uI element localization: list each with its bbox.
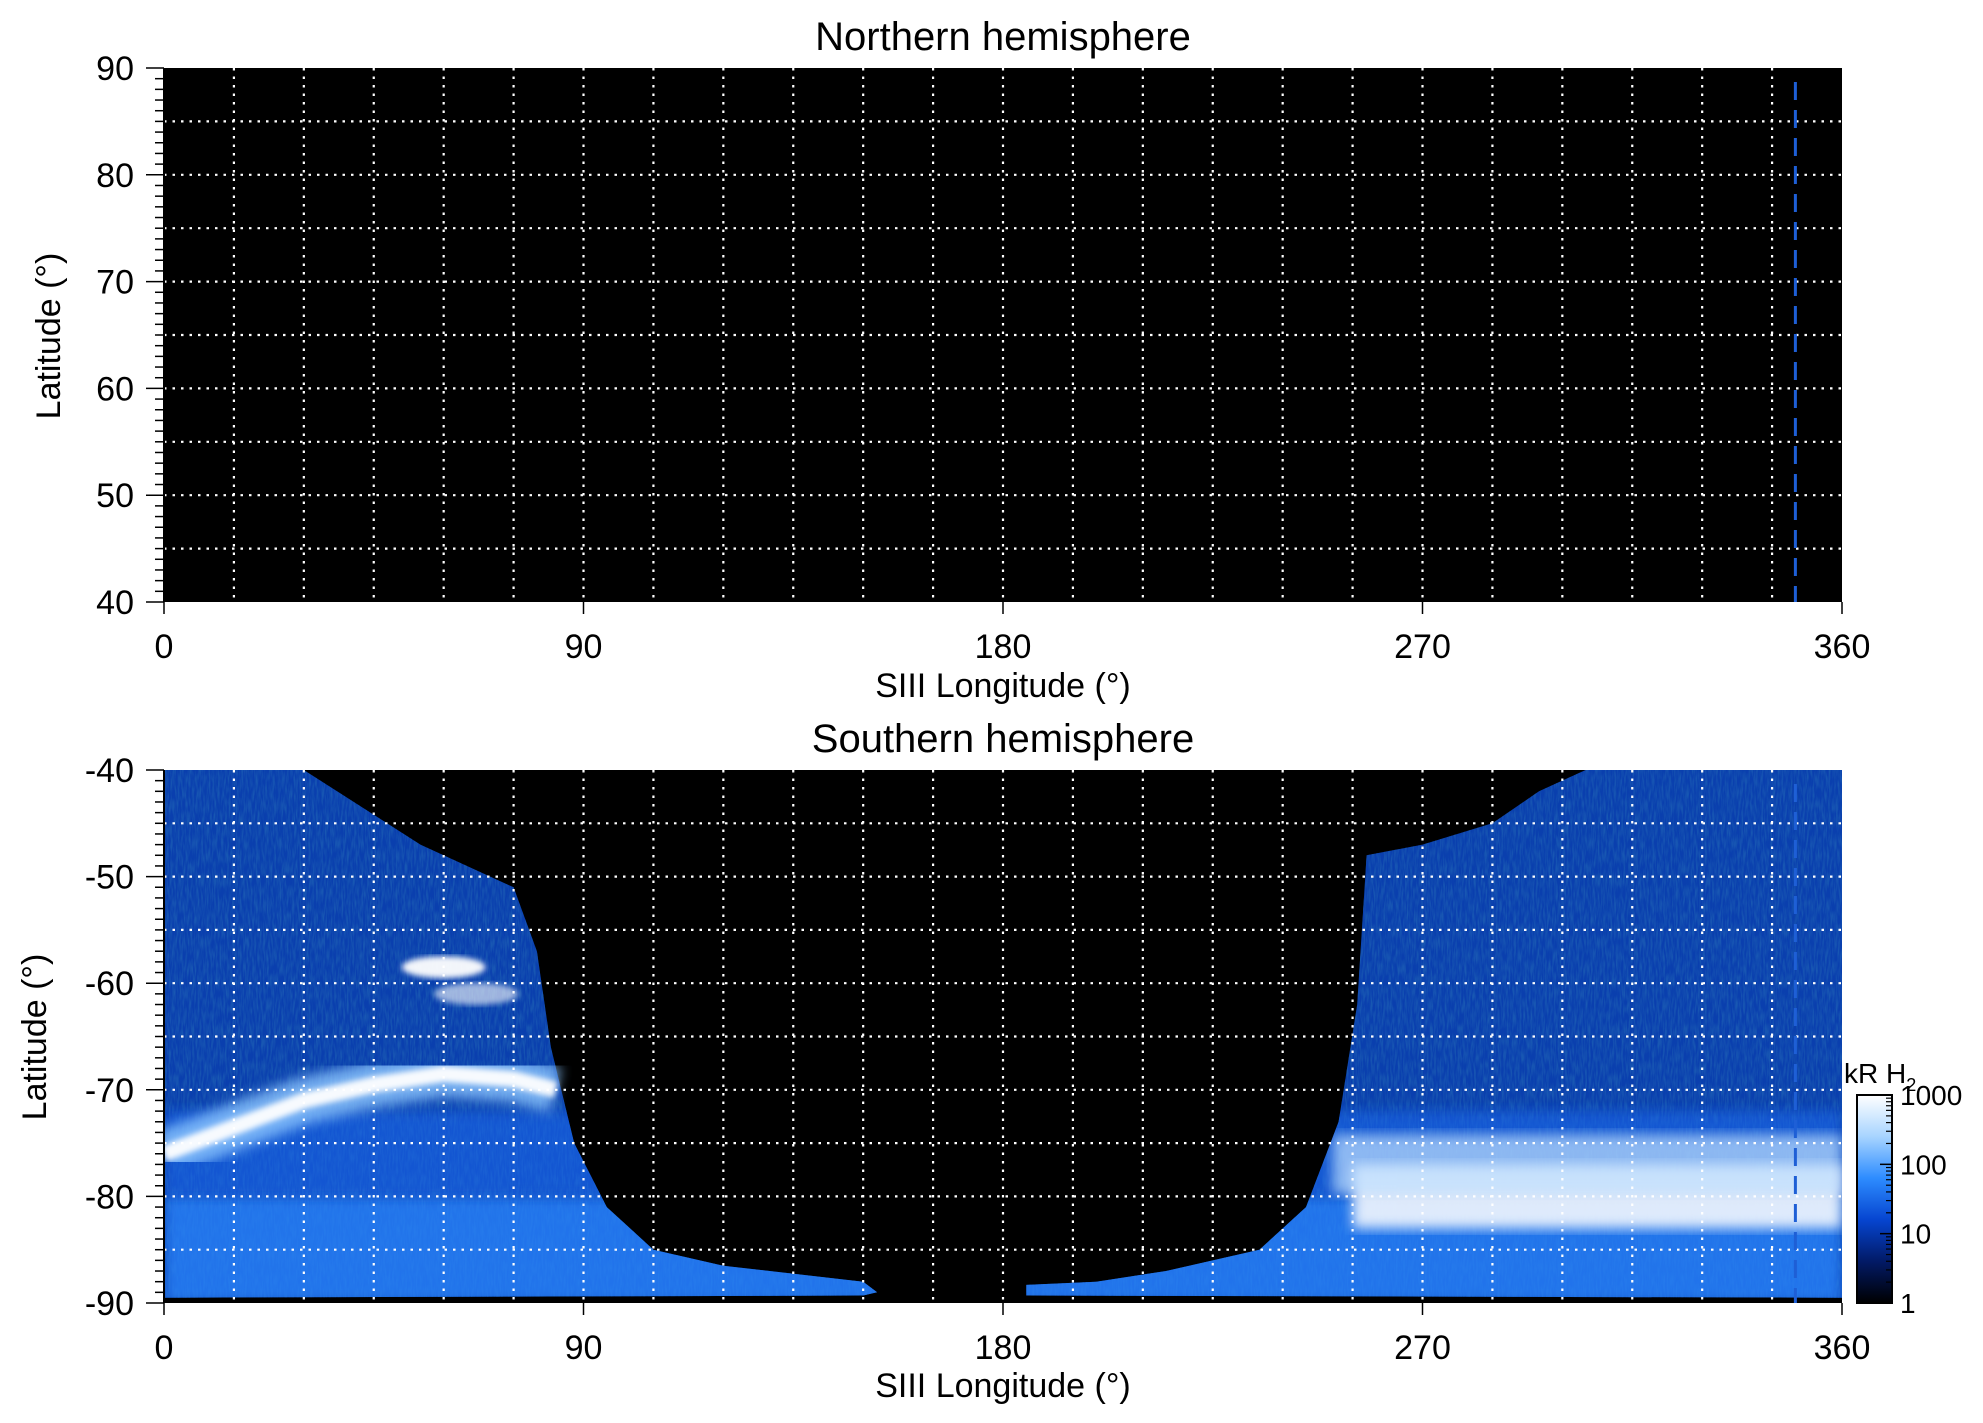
y-tick-label: -90 [85, 1285, 134, 1323]
x-tick-label: 270 [1394, 1329, 1451, 1367]
colorbar-tick-label: 1000 [1900, 1080, 1962, 1111]
y-tick-label: 50 [96, 477, 134, 515]
y-tick-label: -80 [85, 1178, 134, 1216]
colorbar: kR H2 1 10 100 1000 [1844, 1058, 1962, 1319]
spot-feature [434, 982, 519, 1005]
x-tick-label: 360 [1814, 1329, 1871, 1367]
x-tick-label: 90 [565, 628, 603, 666]
y-tick-label: 90 [96, 50, 134, 88]
north-axes: 40 50 60 70 80 90 0 90 180 270 360 [96, 50, 1870, 666]
x-tick-label: 180 [975, 1329, 1032, 1367]
south-axes: -40 -50 -60 -70 -80 -90 0 90 180 270 360 [85, 752, 1871, 1367]
colorbar-gradient [1856, 1094, 1893, 1304]
south-title: Southern hemisphere [812, 717, 1194, 761]
y-tick-label: 60 [96, 370, 134, 408]
south-y-axis-label: Latitude (°) [16, 954, 54, 1121]
y-tick-label: 70 [96, 264, 134, 302]
x-tick-label: 270 [1394, 628, 1451, 666]
colorbar-tick-label: 1 [1900, 1288, 1916, 1319]
south-x-axis-label: SIII Longitude (°) [875, 1367, 1131, 1405]
colorbar-label: kR H2 [1844, 1058, 1916, 1095]
colorbar-tick-label: 10 [1900, 1219, 1931, 1250]
x-tick-label: 360 [1814, 628, 1871, 666]
north-y-axis-label: Latitude (°) [30, 253, 68, 420]
x-tick-label: 180 [975, 628, 1032, 666]
north-grid [164, 68, 1842, 602]
south-grid [164, 770, 1842, 1303]
x-tick-label: 90 [565, 1329, 603, 1367]
north-plot-area [164, 68, 1842, 602]
y-tick-label: 80 [96, 157, 134, 195]
north-panel: Northern hemisphere 40 50 60 70 80 90 0 90 180 27… [30, 15, 1870, 705]
bright-region [1332, 1134, 1842, 1229]
y-tick-label: -40 [85, 752, 134, 790]
south-panel: Southern hemisphere -40 -50 -60 -70 -80 -90 0 9… [16, 717, 1870, 1405]
y-tick-label: -50 [85, 859, 134, 897]
x-tick-label: 0 [155, 1329, 174, 1367]
north-x-axis-label: SIII Longitude (°) [875, 667, 1131, 705]
bright-region-halo [1332, 1134, 1842, 1195]
y-tick-label: 40 [96, 584, 134, 622]
y-tick-label: -60 [85, 965, 134, 1003]
north-title: Northern hemisphere [815, 15, 1191, 59]
x-tick-label: 0 [155, 628, 174, 666]
colorbar-tick-label: 100 [1900, 1149, 1947, 1180]
colorbar-ticks: 1 10 100 1000 [1880, 1080, 1962, 1319]
y-tick-label: -70 [85, 1072, 134, 1110]
